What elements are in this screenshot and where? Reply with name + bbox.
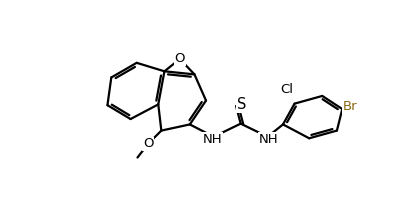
Text: Br: Br — [343, 100, 357, 113]
Text: S: S — [237, 97, 246, 112]
Text: O: O — [175, 52, 185, 65]
Text: NH: NH — [203, 133, 223, 146]
Text: Cl: Cl — [281, 83, 293, 96]
Text: O: O — [143, 137, 154, 150]
Text: NH: NH — [259, 133, 278, 146]
